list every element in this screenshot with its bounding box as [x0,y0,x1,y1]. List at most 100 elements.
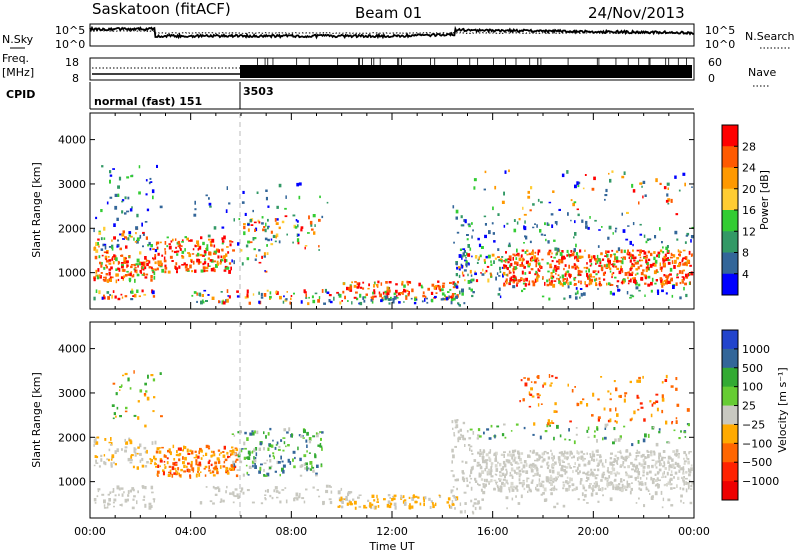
data-cell [125,257,127,260]
data-cell [111,239,113,242]
data-cell [662,450,666,453]
data-cell [614,473,617,477]
data-cell [144,266,147,270]
data-cell [300,226,304,229]
data-cell [183,446,187,449]
y-tick-label: 2000 [58,431,86,444]
data-cell [488,481,490,485]
data-cell [231,259,233,263]
data-cell [192,470,194,473]
data-cell [609,267,612,271]
noise-right-label: N.Search [745,30,795,43]
data-cell [605,459,607,464]
data-cell [202,241,205,246]
data-cell [478,484,481,487]
data-cell [510,467,514,472]
data-cell [558,208,561,211]
data-cell [175,453,179,457]
data-cell [181,255,184,257]
data-cell [654,473,657,476]
data-cell [226,186,228,190]
data-cell [191,270,194,273]
data-cell [103,251,107,254]
data-cell [644,482,647,486]
data-cell [497,486,500,489]
data-cell [616,259,619,263]
data-cell [583,292,586,296]
data-cell [226,266,230,270]
data-cell [126,498,129,502]
data-cell [232,449,235,453]
data-cell [146,449,148,454]
data-cell [278,240,281,244]
data-cell [581,255,584,259]
data-cell [640,482,644,486]
data-cell [108,458,110,462]
data-cell [682,257,686,260]
data-cell [576,457,579,461]
data-cell [312,486,315,489]
data-cell [108,271,111,276]
data-cell [544,281,546,286]
data-cell [267,447,270,451]
data-cell [646,465,650,468]
data-cell [189,264,192,269]
data-cell [507,244,511,248]
data-cell [138,295,141,298]
data-cell [523,242,525,244]
data-cell [253,458,257,463]
data-cell [223,269,227,272]
data-cell [629,297,632,299]
data-cell [152,258,155,261]
cpid-label: CPID [6,88,35,101]
data-cell [116,486,119,489]
data-cell [670,277,673,282]
data-cell [216,260,219,265]
data-cell [685,477,688,480]
data-cell [105,273,108,276]
data-cell [657,471,660,474]
data-cell [150,459,153,463]
data-cell [638,376,641,380]
data-cell [186,269,190,272]
data-cell [612,483,614,486]
data-cell [370,299,373,302]
data-cell [112,290,115,293]
data-cell [96,275,100,280]
data-cell [520,277,523,280]
data-cell [627,249,629,253]
data-cell [472,291,475,294]
data-cell [628,280,632,283]
data-cell [684,282,687,286]
data-cell [626,211,629,214]
data-cell [405,294,407,297]
data-cell [107,256,110,258]
data-cell [558,461,562,464]
data-cell [471,222,473,225]
data-cell [253,456,255,460]
data-cell [625,486,629,489]
data-cell [598,277,601,280]
data-cell [108,262,112,265]
data-cell [508,486,511,491]
data-cell [508,282,511,286]
data-cell [677,453,680,455]
data-cell [551,452,553,456]
data-cell [247,228,250,232]
data-cell [196,252,200,257]
data-cell [111,276,114,279]
data-cell [152,270,154,274]
data-cell [321,447,323,451]
data-cell [239,430,242,434]
data-cell [671,463,675,468]
data-cell [493,260,495,264]
data-cell [688,281,691,285]
data-cell [654,479,658,482]
colorbar-tick-label: 28 [742,140,756,153]
data-cell [675,420,678,424]
data-cell [543,450,547,453]
power-colorbar-label: Power [dB] [758,170,771,230]
data-cell [139,234,142,239]
data-cell [566,249,569,254]
data-cell [609,471,613,475]
